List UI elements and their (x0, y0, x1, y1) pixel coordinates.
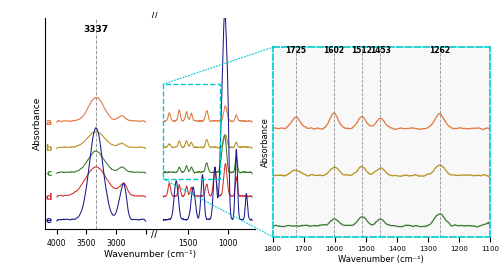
Text: b: b (46, 144, 52, 153)
Text: 3337: 3337 (84, 25, 108, 34)
Bar (164, 84, 220, 179)
Text: //: // (151, 12, 158, 22)
Text: a: a (46, 118, 52, 127)
Text: c: c (46, 169, 52, 178)
Y-axis label: Absorbance: Absorbance (33, 97, 42, 150)
Text: 1602: 1602 (324, 45, 344, 54)
Bar (150, 0, 158, 235)
Text: 1453: 1453 (370, 45, 391, 54)
Text: //: // (151, 229, 158, 240)
Text: 1725: 1725 (286, 45, 306, 54)
X-axis label: Wavenumber (cm⁻¹): Wavenumber (cm⁻¹) (104, 250, 196, 259)
X-axis label: Wavenumber (cm⁻¹): Wavenumber (cm⁻¹) (338, 255, 424, 263)
Text: 1512: 1512 (352, 45, 372, 54)
Y-axis label: Absorbance: Absorbance (260, 117, 270, 167)
Text: d: d (46, 193, 52, 202)
Text: e: e (46, 216, 52, 225)
Text: 1262: 1262 (429, 45, 450, 54)
